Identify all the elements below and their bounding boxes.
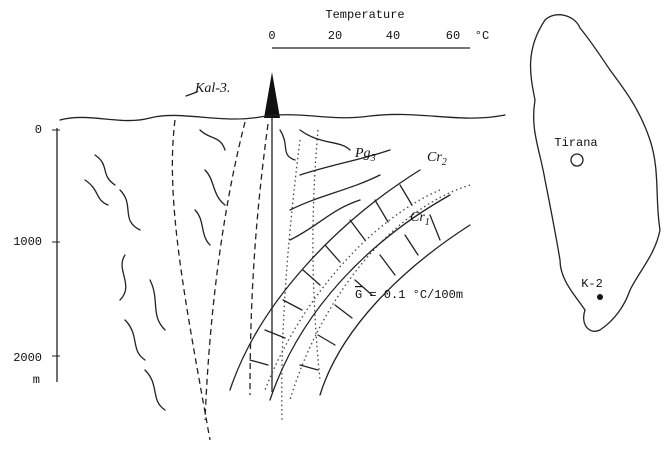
formation-label: Cr2 <box>427 150 447 168</box>
gradient-value: = 0.1 °C/100m <box>369 288 463 302</box>
city-label: Tirana <box>554 136 597 150</box>
carbonate-layer <box>230 170 420 390</box>
formation-index: 2 <box>442 157 447 168</box>
formation-index: 1 <box>425 217 430 228</box>
formation-name: Cr <box>427 150 442 165</box>
layer-boundary <box>313 130 320 380</box>
formation-name: Pg <box>354 146 371 161</box>
temperature-tick: 20 <box>328 29 342 43</box>
gradient-symbol: G <box>355 288 362 302</box>
depth-label: 2000 <box>13 351 42 365</box>
formation-label: Cr1 <box>410 210 430 228</box>
well-rig <box>264 72 280 118</box>
depth-label: 1000 <box>13 235 42 249</box>
fault <box>250 124 268 395</box>
temperature-tick: 40 <box>386 29 400 43</box>
formation-label: Pg3 <box>354 146 376 164</box>
temperature-unit: °C <box>475 29 489 43</box>
fold-sketch <box>85 130 390 410</box>
geological-section: Temperature 0 20 40 60 °C Kal-3. 0 1000 … <box>0 0 664 466</box>
depth-unit: m <box>33 373 40 387</box>
gradient-label: G = 0.1 °C/100m <box>355 288 463 302</box>
well-label: Kal-3. <box>194 81 230 96</box>
formation-index: 3 <box>370 153 376 164</box>
depth-label: 0 <box>35 123 42 137</box>
temperature-title: Temperature <box>325 8 404 22</box>
surface <box>60 114 505 120</box>
fault <box>172 120 210 440</box>
fault <box>205 122 245 420</box>
city-marker <box>571 154 583 166</box>
temperature-tick: 0 <box>268 29 275 43</box>
layer-boundary <box>282 140 300 420</box>
temperature-tick: 60 <box>446 29 460 43</box>
map-well-label: K-2 <box>581 277 603 291</box>
well-marker <box>597 294 603 300</box>
formation-name: Cr <box>410 210 425 225</box>
